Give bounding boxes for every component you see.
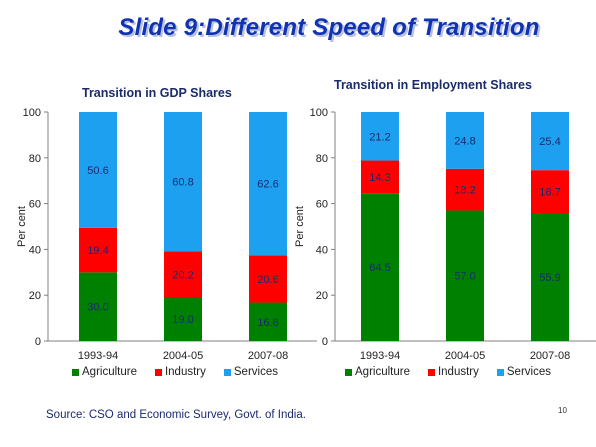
- bar-industry: [79, 227, 117, 273]
- data-label: 55.9: [539, 272, 560, 284]
- x-tick-label: 1993-94: [360, 350, 400, 362]
- x-tick-label: 2007-08: [248, 350, 288, 362]
- data-label: 24.8: [454, 135, 475, 147]
- legend-item-industry: Industry: [427, 366, 479, 378]
- data-label: 60.8: [172, 177, 193, 189]
- y-axis-label: Per cent: [294, 206, 306, 247]
- legend-item-agriculture: Agriculture: [72, 366, 137, 378]
- legend-label: Industry: [437, 366, 479, 378]
- y-tick-label: 80: [29, 153, 41, 165]
- bar-agriculture: [446, 210, 484, 341]
- bar-industry: [249, 255, 287, 303]
- bar-industry: [164, 251, 202, 298]
- data-label: 21.2: [369, 131, 390, 143]
- legend-label: Agriculture: [82, 366, 137, 378]
- x-tick-label: 2004-05: [445, 350, 485, 362]
- data-label: 20.6: [257, 274, 278, 286]
- employment-legend: Agriculture Industry Services: [345, 366, 551, 378]
- legend-swatch-services: [223, 368, 231, 376]
- x-tick-label: 1993-94: [78, 350, 118, 362]
- y-tick-label: 20: [316, 290, 328, 302]
- bar-services: [446, 112, 484, 169]
- y-tick-label: 0: [35, 336, 41, 348]
- bar-services: [531, 112, 569, 171]
- y-tick-label: 0: [322, 336, 328, 348]
- y-tick-label: 100: [23, 107, 41, 119]
- legend-label: Services: [233, 366, 278, 378]
- data-label: 25.4: [539, 136, 560, 148]
- legend-swatch-services: [496, 368, 504, 376]
- x-tick-label: 2007-08: [530, 350, 570, 362]
- bar-services: [361, 112, 399, 161]
- source-note: Source: CSO and Economic Survey, Govt. o…: [46, 409, 306, 421]
- bar-industry: [361, 160, 399, 194]
- legend-label: Industry: [164, 366, 206, 378]
- data-label: 19.4: [87, 245, 108, 257]
- legend-label: Services: [506, 366, 551, 378]
- gdp-chart-title: Transition in GDP Shares: [82, 86, 232, 100]
- data-label: 64.5: [369, 262, 390, 274]
- y-tick-label: 100: [310, 107, 328, 119]
- legend-swatch-industry: [154, 368, 162, 376]
- data-label: 20.2: [172, 269, 193, 281]
- y-axis-label: Per cent: [16, 206, 28, 247]
- y-tick-label: 40: [316, 244, 328, 256]
- legend-item-industry: Industry: [154, 366, 206, 378]
- data-label: 18.7: [539, 187, 560, 199]
- page-number: 10: [558, 406, 567, 415]
- employment-chart-title: Transition in Employment Shares: [334, 78, 532, 92]
- data-label: 30.0: [87, 302, 108, 314]
- bar-industry: [531, 170, 569, 213]
- y-tick-label: 80: [316, 153, 328, 165]
- legend-item-services: Services: [223, 366, 278, 378]
- data-label: 16.8: [257, 317, 278, 329]
- bar-industry: [446, 168, 484, 211]
- data-label: 50.6: [87, 165, 108, 177]
- data-label: 14.3: [369, 172, 390, 184]
- bar-services: [249, 112, 287, 256]
- data-label: 62.6: [257, 179, 278, 191]
- slide-title: Slide 9:Different Speed of Transition: [118, 14, 540, 41]
- bar-services: [164, 112, 202, 252]
- y-tick-label: 60: [29, 199, 41, 211]
- data-label: 57.0: [454, 271, 475, 283]
- bar-agriculture: [249, 302, 287, 341]
- bar-agriculture: [164, 297, 202, 341]
- legend-item-services: Services: [496, 366, 551, 378]
- gdp-legend: Agriculture Industry Services: [72, 366, 278, 378]
- y-tick-label: 20: [29, 290, 41, 302]
- data-label: 18.2: [454, 185, 475, 197]
- y-tick-label: 40: [29, 244, 41, 256]
- legend-swatch-agriculture: [345, 368, 352, 376]
- y-tick-label: 60: [316, 199, 328, 211]
- bar-agriculture: [79, 272, 117, 341]
- data-label: 19.0: [172, 314, 193, 326]
- bar-agriculture: [531, 212, 569, 341]
- bar-agriculture: [361, 193, 399, 341]
- legend-item-agriculture: Agriculture: [345, 366, 410, 378]
- legend-swatch-industry: [427, 368, 435, 376]
- bar-services: [79, 112, 117, 228]
- legend-swatch-agriculture: [72, 368, 79, 376]
- x-tick-label: 2004-05: [163, 350, 203, 362]
- legend-label: Agriculture: [355, 366, 410, 378]
